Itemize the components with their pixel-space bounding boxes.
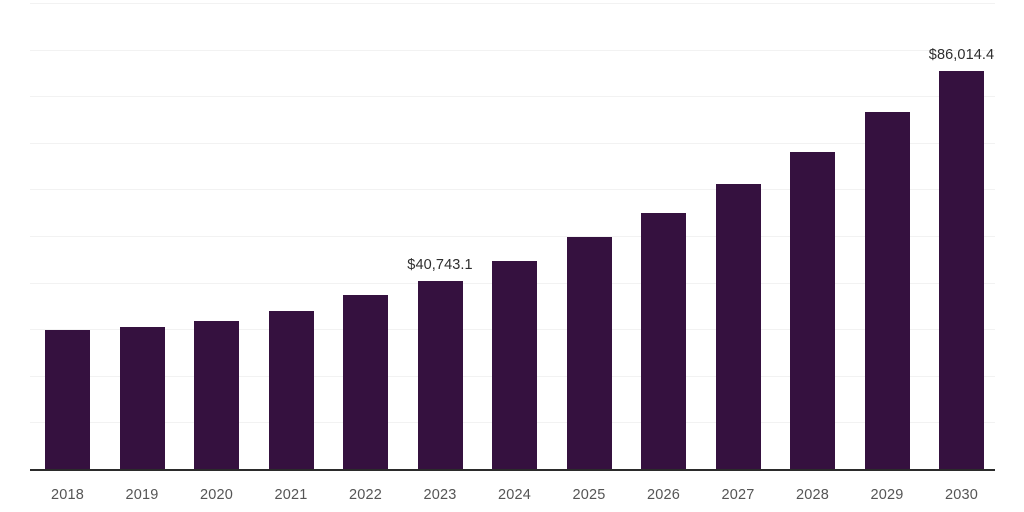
- x-axis-tick-label: 2026: [646, 487, 681, 503]
- bar[interactable]: [343, 295, 388, 470]
- bar-group[interactable]: [45, 0, 90, 470]
- x-axis-tick-label: 2028: [795, 487, 830, 503]
- x-axis-tick-label: 2030: [944, 487, 979, 503]
- bar-value-label: $40,743.1: [407, 257, 473, 274]
- gridline: [30, 49, 995, 51]
- bar[interactable]: [268, 311, 314, 470]
- bar-group[interactable]: [268, 0, 314, 470]
- x-axis-tick-label: 2024: [497, 487, 532, 503]
- x-axis-labels: 2018 2019 2020 2021 2022 2023 2024 2025 2026 2027…: [30, 470, 995, 512]
- bar-group[interactable]: [343, 0, 388, 470]
- bar-group[interactable]: [194, 0, 239, 470]
- bar-group[interactable]: [492, 0, 537, 470]
- bar-group[interactable]: [715, 0, 761, 470]
- bars-layer: $40,743.1 $86,014.4: [30, 0, 995, 470]
- x-axis-line: [30, 469, 995, 471]
- x-axis-tick-label: 2018: [50, 487, 85, 503]
- bar[interactable]: [45, 330, 90, 470]
- bar-group[interactable]: [119, 0, 165, 470]
- gridline: [30, 3, 995, 4]
- x-axis-tick-label: 2019: [125, 487, 159, 503]
- x-axis-tick-label: 2029: [870, 487, 904, 503]
- bar[interactable]: [119, 327, 165, 470]
- x-axis-tick-label: 2025: [572, 487, 606, 503]
- bar[interactable]: [566, 237, 612, 470]
- bar[interactable]: [790, 152, 835, 470]
- bar[interactable]: [715, 184, 761, 470]
- gridline: [30, 96, 995, 98]
- bar-group[interactable]: $40,743.1: [407, 0, 473, 470]
- bar[interactable]: [864, 112, 910, 470]
- gridline: [30, 236, 995, 237]
- gridline: [30, 142, 995, 144]
- bar-value-label: $86,014.4: [928, 47, 995, 64]
- bar-group[interactable]: [641, 0, 686, 470]
- x-axis-tick-label: 2023: [423, 487, 457, 503]
- x-axis-tick-label: 2020: [199, 487, 234, 503]
- gridline: [30, 189, 995, 191]
- bar-group[interactable]: [790, 0, 835, 470]
- bar[interactable]: [194, 321, 239, 470]
- x-axis-tick-label: 2022: [348, 487, 383, 503]
- x-axis-tick-label: 2027: [721, 487, 755, 503]
- bar[interactable]: [939, 71, 984, 470]
- bar[interactable]: [417, 281, 463, 470]
- x-axis-tick-label: 2021: [274, 487, 308, 503]
- bar-group[interactable]: $86,014.4: [929, 0, 994, 470]
- bar[interactable]: [492, 260, 537, 470]
- plot-area: $40,743.1 $86,014.4: [30, 0, 995, 470]
- bar-group[interactable]: [566, 0, 612, 470]
- bar-group[interactable]: [864, 0, 910, 470]
- bar[interactable]: [641, 213, 686, 470]
